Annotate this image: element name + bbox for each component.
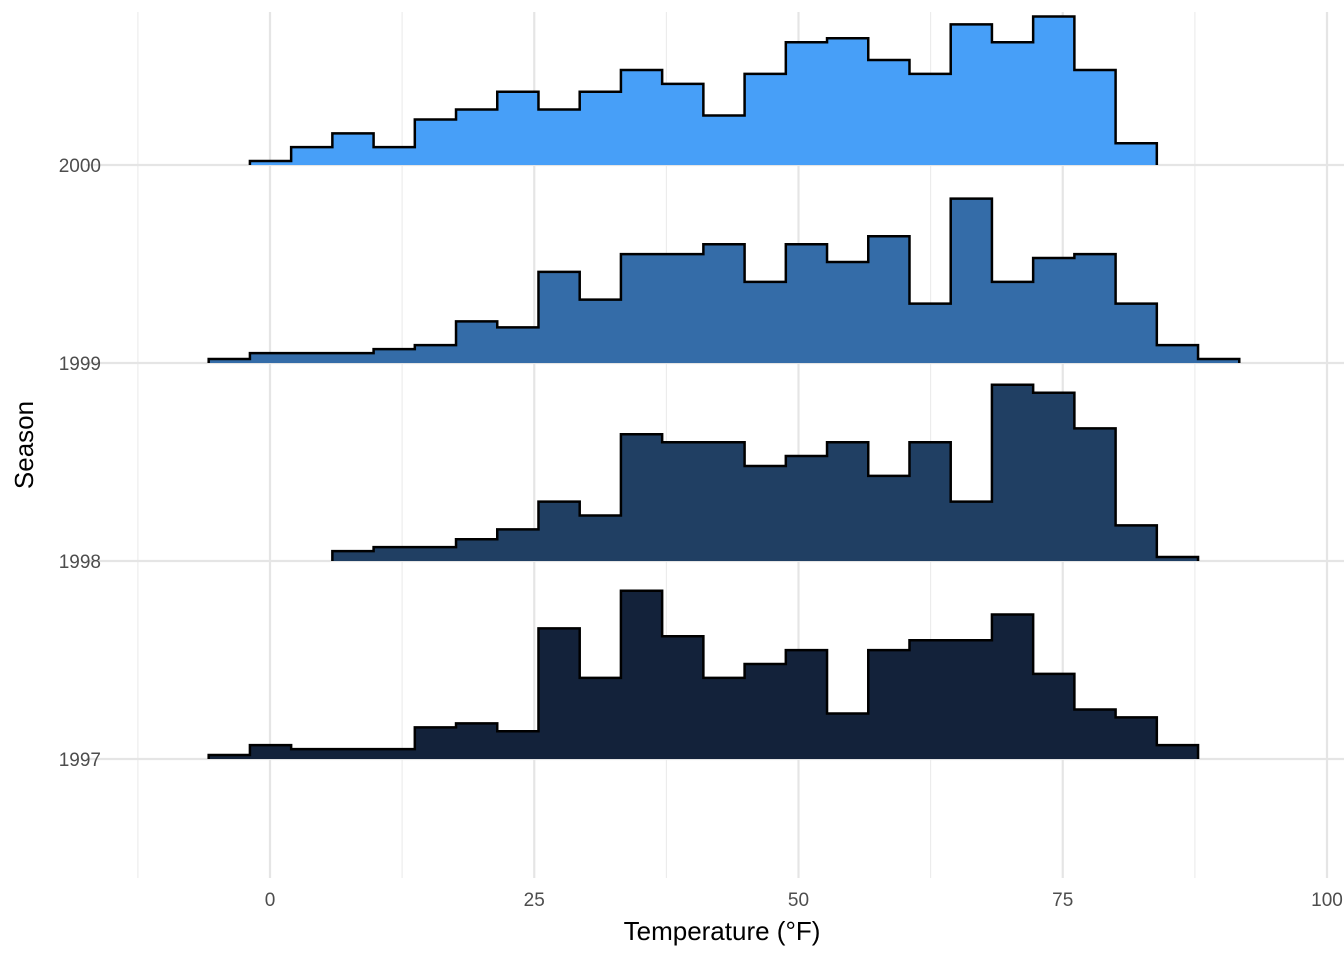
ridge-outline-1999 [207, 197, 1241, 363]
ridge-2000 [248, 15, 1159, 165]
ridge-1999 [207, 197, 1241, 363]
ridge-outline-1998 [331, 383, 1200, 561]
y-tick-label: 1997 [59, 750, 101, 771]
x-axis-title: Temperature (°F) [624, 916, 821, 946]
x-axis-tick-labels: 0 25 50 75 100 [265, 890, 1343, 911]
ridge-area-1999 [208, 198, 1240, 363]
y-tick-label: 2000 [59, 156, 101, 177]
ridge-area-1998 [332, 384, 1199, 561]
y-axis-tick-labels: 1997 1998 1999 2000 [59, 156, 101, 771]
ridges [207, 15, 1241, 759]
x-tick-label: 75 [1052, 890, 1073, 911]
ridge-1997 [207, 589, 1200, 759]
y-tick-label: 1999 [59, 354, 101, 375]
x-tick-label: 25 [524, 890, 545, 911]
x-tick-label: 50 [788, 890, 809, 911]
x-tick-label: 100 [1311, 890, 1343, 911]
ridge-1998 [331, 383, 1200, 561]
y-tick-label: 1998 [59, 552, 101, 573]
ridge-outline-2000 [248, 15, 1159, 165]
x-tick-label: 0 [265, 890, 276, 911]
ridge-outline-1997 [207, 589, 1200, 759]
y-axis-title: Season [9, 401, 39, 489]
